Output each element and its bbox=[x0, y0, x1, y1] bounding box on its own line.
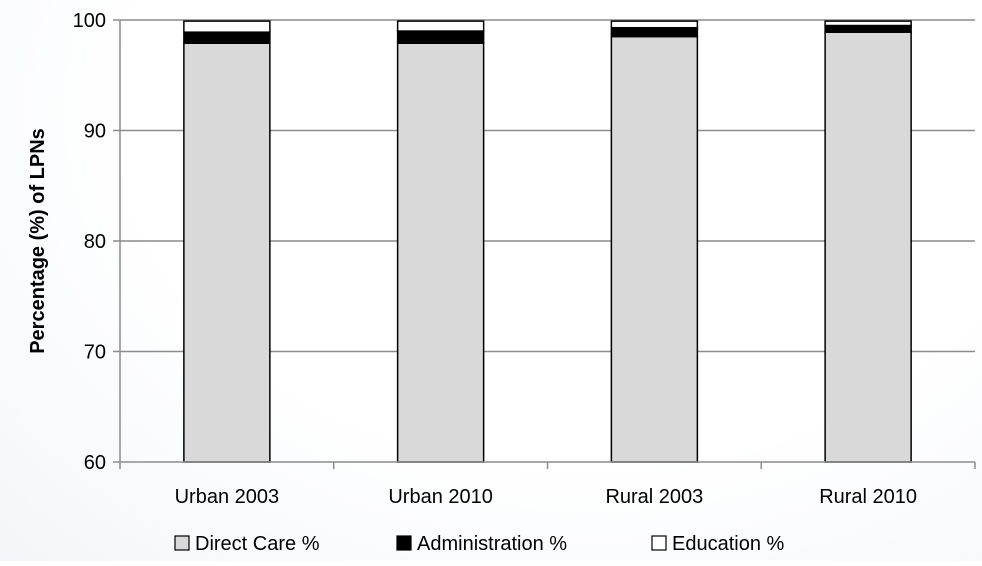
bar-segment bbox=[183, 31, 271, 44]
legend-swatch bbox=[651, 535, 667, 551]
bar-segment bbox=[610, 26, 699, 38]
bar-segment bbox=[183, 42, 271, 463]
x-category-label: Urban 2003 bbox=[175, 486, 280, 508]
y-tick-label: 90 bbox=[84, 121, 106, 143]
x-category-label: Rural 2010 bbox=[819, 486, 917, 508]
legend: Direct Care % Administration % Education % bbox=[174, 533, 785, 555]
bar-segment bbox=[824, 31, 912, 463]
y-tick-label: 60 bbox=[84, 452, 106, 474]
legend-swatch bbox=[174, 535, 190, 551]
legend-swatch bbox=[396, 535, 412, 551]
bar-segment bbox=[824, 20, 912, 27]
legend-label: Direct Care % bbox=[195, 533, 320, 555]
bar-segment bbox=[396, 20, 485, 32]
y-tick-label: 70 bbox=[84, 342, 106, 364]
legend-label: Education % bbox=[672, 533, 785, 555]
legend-label: Administration % bbox=[417, 533, 567, 555]
labels: 60 70 80 90 100 Urban 2003 Urban 2010 Rural 200… bbox=[73, 10, 917, 508]
x-category-label: Rural 2003 bbox=[605, 486, 703, 508]
bar-segment bbox=[610, 20, 699, 29]
y-axis-title: Percentage (%) of LPNs bbox=[27, 128, 49, 354]
y-tick-label: 100 bbox=[73, 10, 106, 32]
bar-segment bbox=[824, 24, 912, 33]
bar-segment bbox=[396, 42, 485, 463]
axes bbox=[113, 19, 976, 469]
bar-segment bbox=[396, 30, 485, 44]
y-tick-label: 80 bbox=[84, 231, 106, 253]
bar-segment bbox=[183, 20, 271, 33]
bar-segment bbox=[610, 35, 699, 463]
x-category-label: Urban 2010 bbox=[388, 486, 493, 508]
bars bbox=[183, 20, 912, 463]
